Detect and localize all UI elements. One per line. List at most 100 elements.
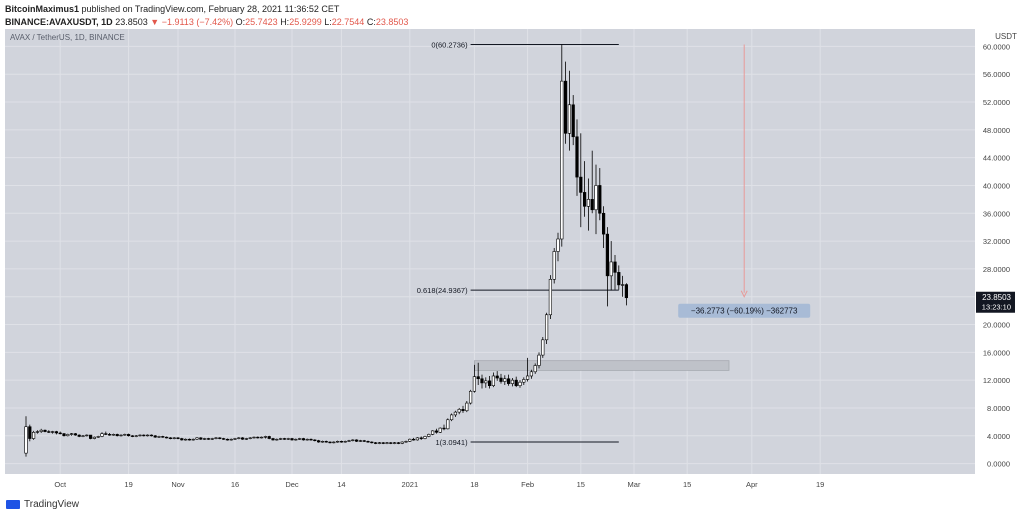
brand-name[interactable]: TradingView [24,499,80,510]
candle-body [582,192,587,207]
candle-body [233,438,237,440]
candle [560,44,564,247]
candle [54,430,58,435]
candle [28,424,32,442]
candle [514,376,518,388]
candle [58,431,62,435]
candle-body [218,437,222,439]
bar-countdown: 13:23:10 [982,303,1011,312]
candle [184,438,188,441]
chart-title: AVAX / TetherUS, 1D, BINANCE [10,33,125,42]
candle-body [514,379,518,386]
footer: TradingView [6,499,79,510]
chart-header: BitcoinMaximus1 published on TradingView… [5,3,408,29]
candle-body [556,238,560,252]
candle [161,435,165,438]
candle [301,437,306,441]
candle [487,375,492,389]
candle-body [165,436,169,439]
candle-body [54,431,58,434]
candle [153,435,157,438]
candle [66,433,70,437]
candle-body [332,441,336,444]
candle-body [354,439,359,442]
candle [47,430,51,433]
candle-body [203,438,207,440]
candle [50,430,55,434]
candle-body [491,375,496,386]
candle [252,436,256,439]
candle [134,435,138,438]
candle [484,377,488,388]
candle [92,436,96,440]
candle [544,312,549,344]
candle [206,437,211,440]
candle [259,436,264,439]
candle-body [252,436,256,439]
candle [541,337,545,358]
low-value: 22.7544 [331,17,365,27]
candle [218,437,222,440]
candle [138,434,142,437]
time-tick-label: 15 [577,480,585,489]
candle [157,435,161,438]
candle-body [210,438,214,440]
price-tick-label: 44.0000 [983,154,1010,163]
candle [624,283,628,306]
author-name[interactable]: BitcoinMaximus1 [5,4,80,14]
candle [472,364,477,393]
candle [506,374,511,386]
candle [43,429,47,433]
candle-body [237,437,241,439]
candle [305,438,309,441]
candle-body [24,426,28,454]
candle-body [613,261,617,273]
candle-body [601,212,606,235]
measure-tool[interactable]: −36.2773 (−60.19%) −362773 [678,44,811,318]
support-zone-box [473,360,730,371]
candle [328,441,332,444]
candle-body [259,436,264,439]
tradingview-logo-icon [6,500,20,509]
candle [187,438,192,441]
candle-body [248,437,252,439]
candle [476,362,480,385]
candle-body [96,436,100,438]
candle [389,442,393,445]
candle-body [594,185,598,211]
symbol-name: BINANCE:AVAXUSDT, 1D [5,17,113,27]
candle-body [468,390,473,404]
candle [354,439,359,443]
candle [582,161,587,217]
price-axis-unit: USDT [995,32,1017,41]
candle [381,442,385,445]
candle-body [404,441,408,443]
time-axis[interactable]: Oct 19 Nov 16 Dec 14 2021 18 Feb 15 Mar 15 Apr 19 [54,480,824,489]
candle [127,433,131,437]
candle [620,275,625,297]
candle [191,438,195,441]
measure-label-text: −36.2773 (−60.19%) −362773 [691,307,798,316]
candle [461,405,465,413]
candle [297,437,302,440]
fibonacci-retracement[interactable]: 0(60.2736) 0.618(24.9367) 1(3.0941) [417,40,619,447]
candle-body [605,233,609,277]
candle-body [92,436,96,439]
price-tick-label: 52.0000 [983,98,1010,107]
candle-body [351,439,355,442]
candle [320,440,325,443]
candle [499,373,503,384]
candle-body [392,442,397,444]
candle [601,206,606,249]
candle [222,437,226,440]
last-price-value: 23.8503 [982,293,1011,302]
publish-info: published on TradingView.com, February 2… [81,4,340,14]
candle [237,437,241,440]
candle-body [58,432,62,435]
candle [195,437,199,440]
candle [335,440,340,443]
fib-level-label: 1(3.0941) [435,438,468,447]
candle-body [62,433,66,437]
